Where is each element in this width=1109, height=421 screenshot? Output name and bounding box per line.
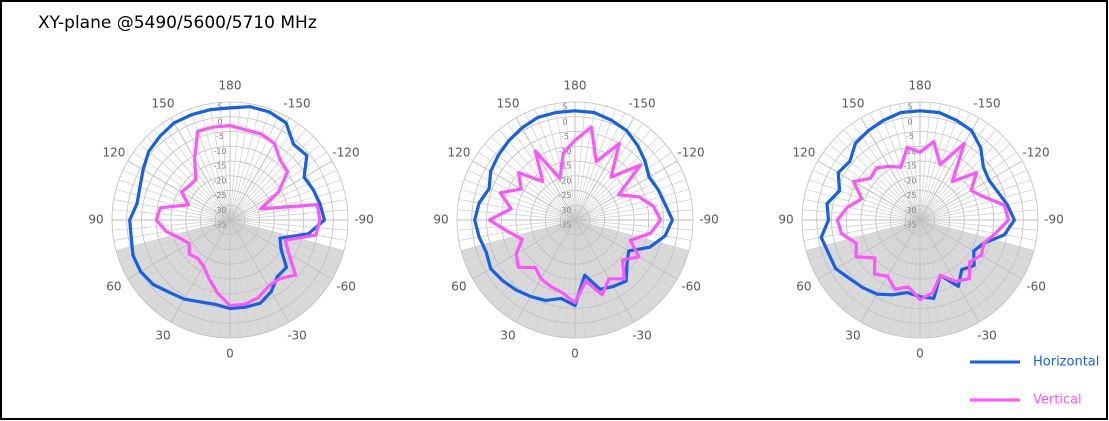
- angle-tick-label: 60: [796, 280, 811, 294]
- r-tick-label: -25: [903, 191, 916, 200]
- angle-tick-label: 90: [778, 213, 793, 227]
- angle-tick-label: -60: [1026, 280, 1046, 294]
- legend-label: Horizontal: [1033, 355, 1099, 370]
- angle-tick-label: -30: [632, 329, 652, 343]
- angle-spoke: [515, 117, 576, 221]
- angle-spoke: [229, 219, 290, 323]
- series-line: [835, 140, 1011, 302]
- angle-tick-label: -120: [1022, 146, 1049, 160]
- angle-spoke: [574, 117, 635, 221]
- angle-spoke: [170, 117, 231, 221]
- angle-spoke: [919, 219, 1023, 280]
- series-line: [819, 109, 1016, 300]
- angle-tick-label: -120: [332, 146, 359, 160]
- r-tick-label: -5: [906, 132, 914, 141]
- angle-tick-label: -90: [354, 213, 374, 227]
- angle-tick-label: -120: [677, 146, 704, 160]
- figure-title: XY-plane @5490/5600/5710 MHz: [38, 13, 317, 33]
- angle-spoke: [860, 117, 921, 221]
- r-tick-label: 5: [907, 103, 912, 112]
- angle-tick-label: -90: [699, 213, 719, 227]
- angle-spoke: [229, 160, 333, 221]
- r-tick-label: -25: [213, 191, 226, 200]
- series-line: [473, 109, 674, 308]
- angle-tick-label: -30: [977, 329, 997, 343]
- legend-label: Vertical: [1033, 393, 1082, 408]
- angle-tick-label: -90: [1044, 213, 1064, 227]
- angle-tick-label: -150: [283, 96, 310, 110]
- angle-tick-label: 120: [447, 146, 470, 160]
- angle-spoke: [229, 117, 290, 221]
- angle-spoke: [817, 160, 921, 221]
- angle-tick-label: 150: [497, 96, 520, 110]
- angle-tick-label: 150: [842, 96, 865, 110]
- angle-tick-label: -150: [973, 96, 1000, 110]
- angle-spoke: [919, 219, 980, 323]
- r-tick-label: -15: [903, 162, 916, 171]
- angle-tick-label: -60: [336, 280, 356, 294]
- angle-spoke: [574, 219, 635, 323]
- series-line: [154, 124, 322, 308]
- angle-tick-label: 30: [155, 329, 170, 343]
- r-tick-label: -10: [903, 147, 916, 156]
- angle-tick-label: -30: [287, 329, 307, 343]
- r-tick-label: -15: [213, 162, 226, 171]
- angle-spoke: [515, 219, 576, 323]
- r-tick-label: -35: [213, 221, 226, 230]
- r-tick-label: 0: [217, 117, 222, 126]
- r-tick-label: -35: [558, 221, 571, 230]
- r-tick-label: 5: [217, 103, 222, 112]
- angle-tick-label: -60: [681, 280, 701, 294]
- angle-spoke: [574, 160, 678, 221]
- r-tick-label: -20: [903, 176, 916, 185]
- r-tick-label: 0: [907, 117, 912, 126]
- angle-tick-label: 0: [571, 347, 579, 361]
- angle-tick-label: 150: [152, 96, 175, 110]
- angle-tick-label: 180: [909, 79, 932, 93]
- angle-spoke: [170, 219, 231, 323]
- r-tick-label: -20: [213, 176, 226, 185]
- r-tick-label: 5: [562, 103, 567, 112]
- angle-tick-label: 90: [88, 213, 103, 227]
- r-tick-label: -25: [558, 191, 571, 200]
- r-tick-label: -5: [561, 132, 569, 141]
- angle-tick-label: 120: [792, 146, 815, 160]
- r-tick-label: -30: [903, 206, 916, 215]
- angle-tick-label: 180: [564, 79, 587, 93]
- angle-tick-label: 0: [916, 347, 924, 361]
- angle-tick-label: 0: [226, 347, 234, 361]
- angle-tick-label: 180: [219, 79, 242, 93]
- angle-tick-label: 60: [106, 280, 121, 294]
- r-tick-label: -30: [213, 206, 226, 215]
- angle-spoke: [919, 117, 980, 221]
- angle-tick-label: -150: [628, 96, 655, 110]
- r-tick-label: -10: [213, 147, 226, 156]
- r-tick-label: -5: [216, 132, 224, 141]
- angle-tick-label: 120: [102, 146, 125, 160]
- r-tick-label: -30: [558, 206, 571, 215]
- series-line: [487, 125, 663, 305]
- r-tick-label: -15: [558, 162, 571, 171]
- angle-tick-label: 30: [845, 329, 860, 343]
- angle-spoke: [127, 160, 231, 221]
- angle-spoke: [860, 219, 921, 323]
- series-line: [128, 105, 326, 311]
- angle-tick-label: 60: [451, 280, 466, 294]
- angle-spoke: [574, 219, 678, 280]
- angle-tick-label: 90: [433, 213, 448, 227]
- r-tick-label: -35: [903, 221, 916, 230]
- angle-spoke: [127, 219, 231, 280]
- r-tick-label: -20: [558, 176, 571, 185]
- angle-tick-label: 30: [500, 329, 515, 343]
- r-tick-label: 0: [562, 117, 567, 126]
